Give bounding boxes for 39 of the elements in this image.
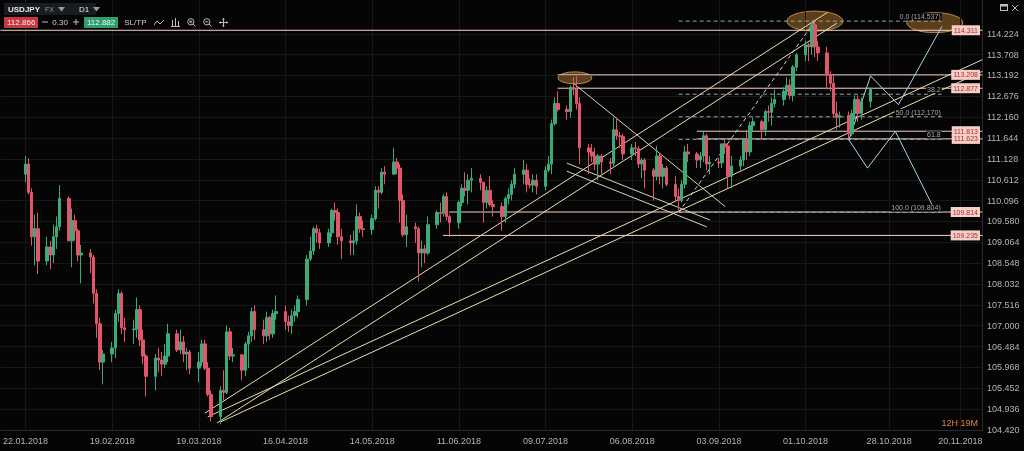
y-tick-label: 108.032 [987,279,1020,290]
y-tick-label: 113.192 [987,70,1019,81]
y-tick-label: 112.160 [987,112,1019,123]
annotation: 0.30 [52,17,68,27]
x-tick-label: 06.08.2018 [609,435,655,446]
y-tick-label: 104.936 [987,404,1020,415]
y-tick-label: 110.096 [987,195,1019,206]
y-tick-label: 108.548 [987,258,1020,269]
y-tick-label: 112.676 [987,91,1019,102]
y-tick-label: 105.968 [987,362,1020,373]
x-tick-label: 19.03.2018 [176,435,222,446]
x-tick-label: 03.09.2018 [696,435,742,446]
y-tick-label: 106.484 [987,341,1020,352]
x-tick-label: 14.05.2018 [349,435,395,446]
x-tick-label: 19.02.2018 [89,435,135,446]
annotation: 112.866 [4,16,39,28]
y-tick-label: 104.420 [987,425,1020,435]
annotation: 12H 19M [941,418,978,428]
x-tick-label: 20.11.2018 [938,435,983,446]
x-tick-label: 11.06.2018 [436,435,482,446]
x-tick-label: 09.07.2018 [523,435,569,446]
y-tick-label: 109.580 [987,216,1020,227]
annotation: 112.882 [83,16,119,28]
x-tick-label: 01.10.2018 [783,435,829,446]
y-tick-label: 109.064 [987,237,1020,248]
x-tick-label: 28.10.2018 [866,435,912,446]
x-tick-label: 16.04.2018 [263,435,309,446]
y-tick-label: 107.516 [987,299,1020,310]
y-tick-label: 105.452 [987,383,1020,394]
annotation: D1 [78,4,90,14]
y-tick-label: 113.708 [987,49,1019,60]
y-tick-label: 114.224 [987,28,1019,39]
y-tick-label: 111.128 [987,153,1019,164]
x-tick-label: 22.01.2018 [3,435,49,446]
text: USDJPY [8,4,41,14]
y-tick-label: 111.644 [987,133,1019,144]
y-tick-label: 110.612 [987,174,1019,185]
y-tick-label: 107.000 [987,320,1020,331]
annotation: SL/TP [124,17,147,27]
